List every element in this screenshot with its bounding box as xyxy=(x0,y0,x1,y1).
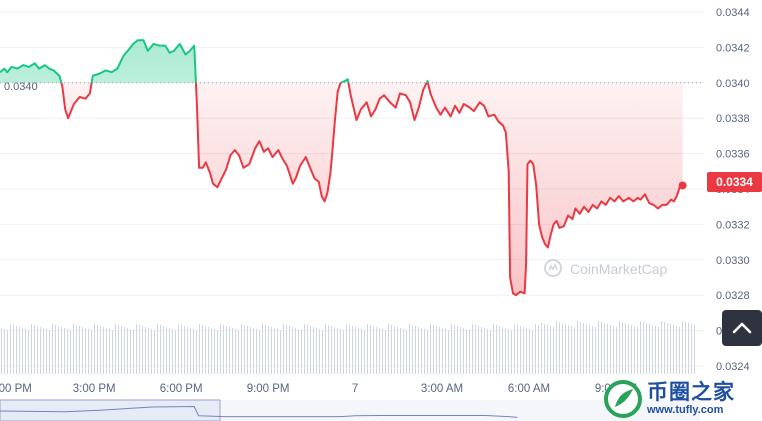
brand-logo-icon xyxy=(604,379,642,418)
navigator[interactable] xyxy=(0,399,700,421)
chevron-up-icon xyxy=(732,322,752,334)
x-axis: 12:00 PM 3:00 PM 6:00 PM 9:00 PM 7 3:00 AM 6:0… xyxy=(0,383,637,395)
coinmarketcap-watermark: CoinMarketCap xyxy=(570,261,667,277)
y-axis: 0.0344 0.0342 0.0340 0.0338 0.0336 0.0334 0.03… xyxy=(716,7,750,373)
area-below-reference xyxy=(61,82,683,296)
area-above-reference xyxy=(0,40,683,83)
y-tick-label: 0.0338 xyxy=(716,113,750,125)
x-tick-label: 9:00 PM xyxy=(247,383,290,395)
y-tick-label: 0.0328 xyxy=(716,290,750,302)
y-tick-label: 0.0330 xyxy=(716,255,750,267)
x-tick-label: 7 xyxy=(352,383,358,395)
x-tick-label: 3:00 AM xyxy=(421,383,463,395)
volume-bars xyxy=(1,321,695,374)
y-tick-label: 0.0332 xyxy=(716,219,750,231)
y-tick-label: 0.0340 xyxy=(716,78,750,90)
scroll-to-top-button[interactable] xyxy=(722,310,762,346)
last-price-dot xyxy=(678,181,687,190)
y-tick-label: 0.0336 xyxy=(716,149,750,161)
x-tick-label: 6:00 AM xyxy=(508,383,550,395)
brand-url: www.tufly.com xyxy=(647,403,724,416)
price-line-down xyxy=(60,82,684,297)
reference-price-label: 0.0340 xyxy=(4,81,38,93)
navigator-line xyxy=(0,405,518,418)
last-price-tag: 0.0334 xyxy=(707,172,762,192)
watermark-logo-icon xyxy=(544,259,562,277)
x-tick-label: 6:00 PM xyxy=(160,383,203,395)
price-line-up xyxy=(0,39,429,83)
x-tick-label: 3:00 PM xyxy=(73,383,116,395)
y-tick-label: 0.0342 xyxy=(716,42,750,54)
y-tick-label: 0.0324 xyxy=(716,361,750,373)
last-price-label: 0.0334 xyxy=(716,175,753,189)
y-tick-label: 0.0344 xyxy=(716,7,750,19)
brand-name: 币圈之家 xyxy=(647,380,735,404)
site-watermark: 币圈之家 www.tufly.com xyxy=(603,376,762,421)
x-tick-label: 12:00 PM xyxy=(0,383,32,395)
